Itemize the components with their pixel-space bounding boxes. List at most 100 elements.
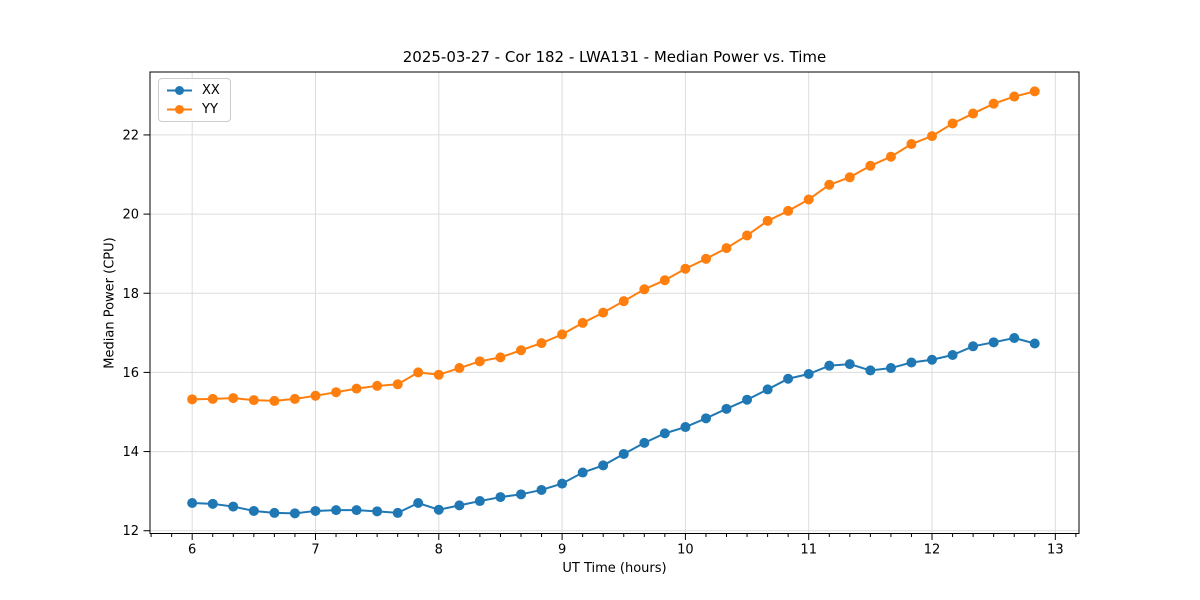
x-axis-label: UT Time (hours) [562, 561, 667, 576]
y-axis-label: Median Power (CPU) [102, 237, 118, 369]
data-point [783, 373, 794, 384]
data-point [783, 205, 794, 216]
data-point [988, 98, 999, 109]
y-tick-label: 12 [122, 524, 139, 539]
data-point [228, 393, 239, 404]
data-point [680, 263, 691, 274]
data-point [721, 243, 732, 254]
data-point [885, 151, 896, 162]
data-point [331, 387, 342, 398]
data-point [248, 505, 259, 516]
data-point [927, 131, 938, 142]
data-point [639, 284, 650, 295]
data-point [598, 307, 609, 318]
data-point [618, 296, 629, 307]
x-tick-label: 8 [435, 543, 443, 558]
data-point [906, 357, 917, 368]
data-point [207, 498, 218, 509]
x-axis: 6 7 8 9 10 11 12 13 [150, 533, 1077, 558]
legend-item-xx: XX [166, 84, 220, 97]
data-point [536, 338, 547, 349]
yy-line-marker-icon [167, 105, 192, 114]
data-point [310, 390, 321, 401]
gridlines [150, 72, 1079, 534]
y-tick-label: 18 [122, 287, 139, 302]
data-point [927, 354, 938, 365]
data-point [700, 413, 711, 424]
xx-line-marker-icon [167, 86, 192, 95]
data-point [474, 496, 485, 507]
data-point [289, 508, 300, 519]
data-point [433, 504, 444, 515]
x-tick-label: 13 [1047, 543, 1064, 558]
data-point [413, 498, 424, 509]
data-point [680, 422, 691, 433]
data-point [557, 478, 568, 489]
y-tick-label: 22 [122, 128, 139, 143]
x-tick-label: 12 [924, 543, 941, 558]
data-point [495, 492, 506, 503]
y-tick-label: 20 [122, 208, 139, 223]
data-point [351, 505, 362, 516]
data-point [762, 384, 773, 395]
data-point [844, 359, 855, 370]
series-xx [187, 332, 1040, 519]
data-point [331, 505, 342, 516]
y-tick-label: 14 [122, 445, 139, 460]
x-tick-label: 10 [677, 543, 694, 558]
data-point [803, 194, 814, 205]
data-point [228, 501, 239, 512]
data-point [844, 172, 855, 183]
data-point [372, 506, 383, 517]
series-yy [187, 86, 1040, 406]
series-yy-line [192, 90, 1035, 402]
data-point [742, 394, 753, 405]
chart-title: 2025-03-27 - Cor 182 - LWA131 - Median P… [402, 48, 827, 66]
data-point [187, 498, 198, 509]
legend-label-xx: XX [202, 83, 220, 98]
data-point [598, 460, 609, 471]
data-point [968, 108, 979, 119]
data-point [454, 500, 465, 511]
data-point [207, 393, 218, 404]
data-point [1009, 91, 1020, 102]
data-point [947, 118, 958, 129]
data-point [803, 368, 814, 379]
x-tick-label: 7 [311, 543, 319, 558]
data-point [474, 356, 485, 367]
data-point [577, 317, 588, 328]
data-point [413, 367, 424, 378]
data-point [577, 467, 588, 478]
data-point [289, 393, 300, 404]
data-point [721, 403, 732, 414]
data-point [187, 394, 198, 405]
data-point [516, 345, 527, 356]
data-point [310, 505, 321, 516]
data-point [824, 360, 835, 371]
axes-spines [149, 71, 1080, 534]
data-point [1009, 332, 1020, 343]
x-tick-label: 6 [188, 543, 196, 558]
data-point [392, 379, 403, 390]
y-tick-label: 16 [122, 366, 139, 381]
data-point [1029, 338, 1040, 349]
data-point [865, 365, 876, 376]
data-point [742, 230, 753, 241]
data-point [659, 275, 670, 286]
data-point [433, 369, 444, 380]
data-point [639, 437, 650, 448]
data-point [269, 507, 280, 518]
data-point [495, 352, 506, 363]
y-axis: 12 14 16 18 20 22 [122, 128, 150, 539]
x-tick-label: 11 [800, 543, 817, 558]
data-point [906, 139, 917, 150]
data-point [269, 395, 280, 406]
legend-label-yy: YY [202, 102, 218, 117]
data-point [248, 395, 259, 406]
data-point [351, 383, 362, 394]
data-point [700, 253, 711, 264]
data-point [988, 337, 999, 348]
data-point [1029, 86, 1040, 97]
data-point [659, 428, 670, 439]
